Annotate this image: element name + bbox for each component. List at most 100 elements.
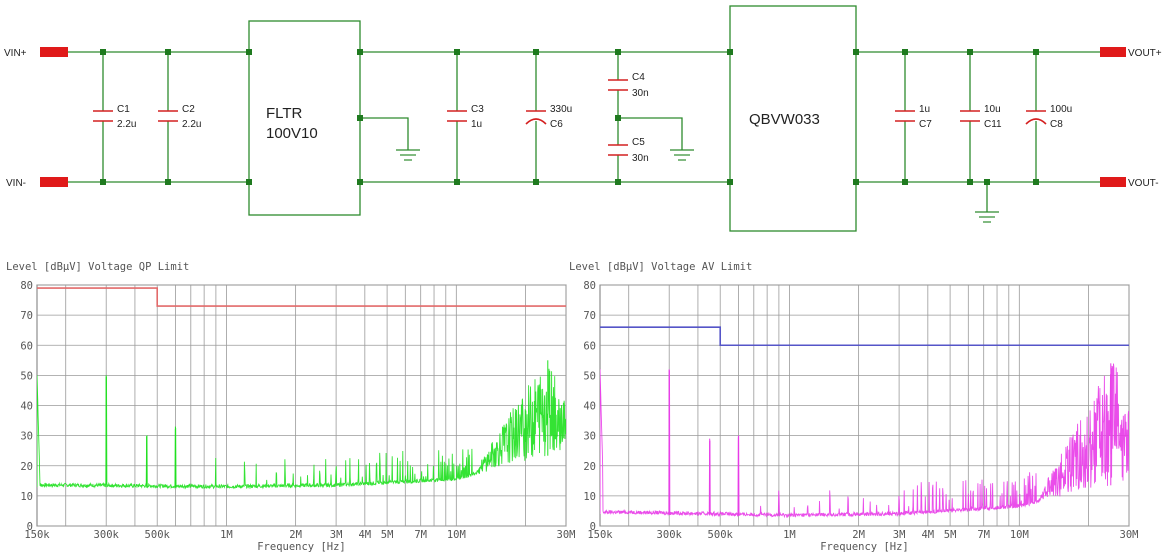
module-label: QBVW033 (749, 111, 820, 128)
x-tick-label: 500k (145, 529, 171, 541)
x-tick-label: 7M (977, 529, 990, 541)
chart-av: Level [dBµV] Voltage AV Limit 0 10 20 30 40 50… (569, 261, 1138, 552)
x-tick-label: 5M (944, 529, 957, 541)
capacitor-symbols (93, 79, 1047, 156)
ground-icon (396, 149, 420, 161)
y-tick-label: 30 (583, 431, 596, 443)
x-tick-label: 7M (414, 529, 427, 541)
y-tick-label: 80 (583, 280, 596, 292)
x-tick-label: 300k (657, 529, 683, 541)
capacitor-labels: C1 2.2u C2 2.2u C3 1u 330u C6 C4 30n C5 … (117, 72, 1072, 164)
terminal-vin-minus: VIN- (6, 177, 68, 189)
y-tick-label: 50 (20, 370, 33, 382)
y-tick-label: 10 (20, 491, 33, 503)
x-axis-label: Frequency [Hz] (820, 541, 909, 552)
x-tick-label: 2M (852, 529, 865, 541)
chart-title: Level [dBµV] Voltage QP Limit (6, 261, 189, 273)
junction-nodes (100, 49, 1039, 185)
cap-ref: C5 (632, 137, 645, 148)
x-tick-label: 1M (783, 529, 796, 541)
y-tick-label: 0 (590, 521, 596, 533)
cap-value: 100u (1050, 104, 1072, 115)
cap-value: 330u (550, 104, 572, 115)
cap-value: 10u (984, 104, 1001, 115)
measurement-trace (37, 360, 566, 490)
terminal-label: VIN+ (4, 48, 27, 59)
y-tick-label: 20 (20, 461, 33, 473)
x-tick-label: 30M (1120, 529, 1139, 541)
capacitor-c4 (608, 79, 628, 91)
cap-value: 2.2u (117, 119, 136, 130)
capacitor-c1 (93, 110, 113, 122)
x-tick-label: 1M (220, 529, 233, 541)
y-tick-label: 80 (20, 280, 33, 292)
cap-ref: C11 (984, 119, 1002, 130)
x-tick-label: 3M (893, 529, 906, 541)
chart-title: Level [dBµV] Voltage AV Limit (569, 261, 752, 273)
y-tick-label: 30 (20, 431, 33, 443)
capacitor-c11 (960, 110, 980, 122)
measurement-trace (600, 363, 1129, 519)
x-tick-label: 10M (447, 529, 466, 541)
cap-value: 30n (632, 88, 649, 99)
terminal-label: VOUT- (1128, 178, 1159, 189)
cap-value: 2.2u (182, 119, 201, 130)
x-tick-label: 4M (921, 529, 934, 541)
x-tick-label: 500k (708, 529, 734, 541)
filter-label-line1: FLTR (266, 105, 303, 122)
cap-value: 1u (919, 104, 930, 115)
measurement-line (37, 368, 566, 490)
y-tick-label: 60 (583, 340, 596, 352)
filter-block: FLTR 100V10 (248, 20, 361, 216)
cap-value: 30n (632, 153, 649, 164)
cap-ref: C8 (1050, 119, 1063, 130)
x-tick-label: 150k (587, 529, 613, 541)
y-tick-label: 20 (583, 461, 596, 473)
wire-filter-gnd (360, 117, 409, 150)
module-block: QBVW033 (729, 5, 857, 232)
cap-ref: C1 (117, 104, 130, 115)
ground-icon (975, 211, 999, 223)
x-axis-label: Frequency [Hz] (257, 541, 346, 552)
wire-mid-gnd (618, 117, 683, 150)
x-tick-label: 150k (24, 529, 50, 541)
cap-value: 1u (471, 119, 482, 130)
ground-icon (670, 149, 694, 161)
x-tick-label: 2M (289, 529, 302, 541)
capacitor-c8 (1025, 110, 1047, 125)
x-tick-label: 3M (330, 529, 343, 541)
measurement-line (600, 363, 1129, 519)
terminal-vout-minus: VOUT- (1100, 177, 1159, 189)
y-tick-label: 40 (583, 401, 596, 413)
cap-ref: C3 (471, 104, 484, 115)
terminal-vout-plus: VOUT+ (1100, 47, 1162, 59)
y-tick-label: 40 (20, 401, 33, 413)
capacitor-c5 (608, 144, 628, 156)
x-tick-label: 300k (94, 529, 120, 541)
capacitor-c3 (447, 110, 467, 122)
cap-gaps (95, 80, 1044, 155)
capacitor-c7 (895, 110, 915, 122)
x-tick-label: 5M (381, 529, 394, 541)
ground-symbols (396, 149, 999, 223)
y-tick-label: 50 (583, 370, 596, 382)
filter-label-line2: 100V10 (266, 125, 318, 142)
limit-line (600, 326, 1129, 347)
capacitor-c6 (525, 110, 547, 125)
schematic: FLTR 100V10 QBVW033 V (4, 5, 1162, 232)
chart-qp: Level [dBµV] Voltage QP Limit 0 10 20 30 40 50… (6, 261, 575, 552)
y-tick-label: 70 (583, 310, 596, 322)
terminal-label: VIN- (6, 178, 26, 189)
y-tick-label: 10 (583, 491, 596, 503)
terminal-vin-plus: VIN+ (4, 47, 68, 59)
cap-ref: C6 (550, 119, 563, 130)
y-tick-label: 0 (27, 521, 33, 533)
limit-line (37, 287, 566, 307)
capacitor-c2 (158, 110, 178, 122)
cap-ref: C7 (919, 119, 932, 130)
y-tick-label: 60 (20, 340, 33, 352)
y-tick-label: 70 (20, 310, 33, 322)
terminal-label: VOUT+ (1128, 48, 1162, 59)
cap-ref: C2 (182, 104, 195, 115)
